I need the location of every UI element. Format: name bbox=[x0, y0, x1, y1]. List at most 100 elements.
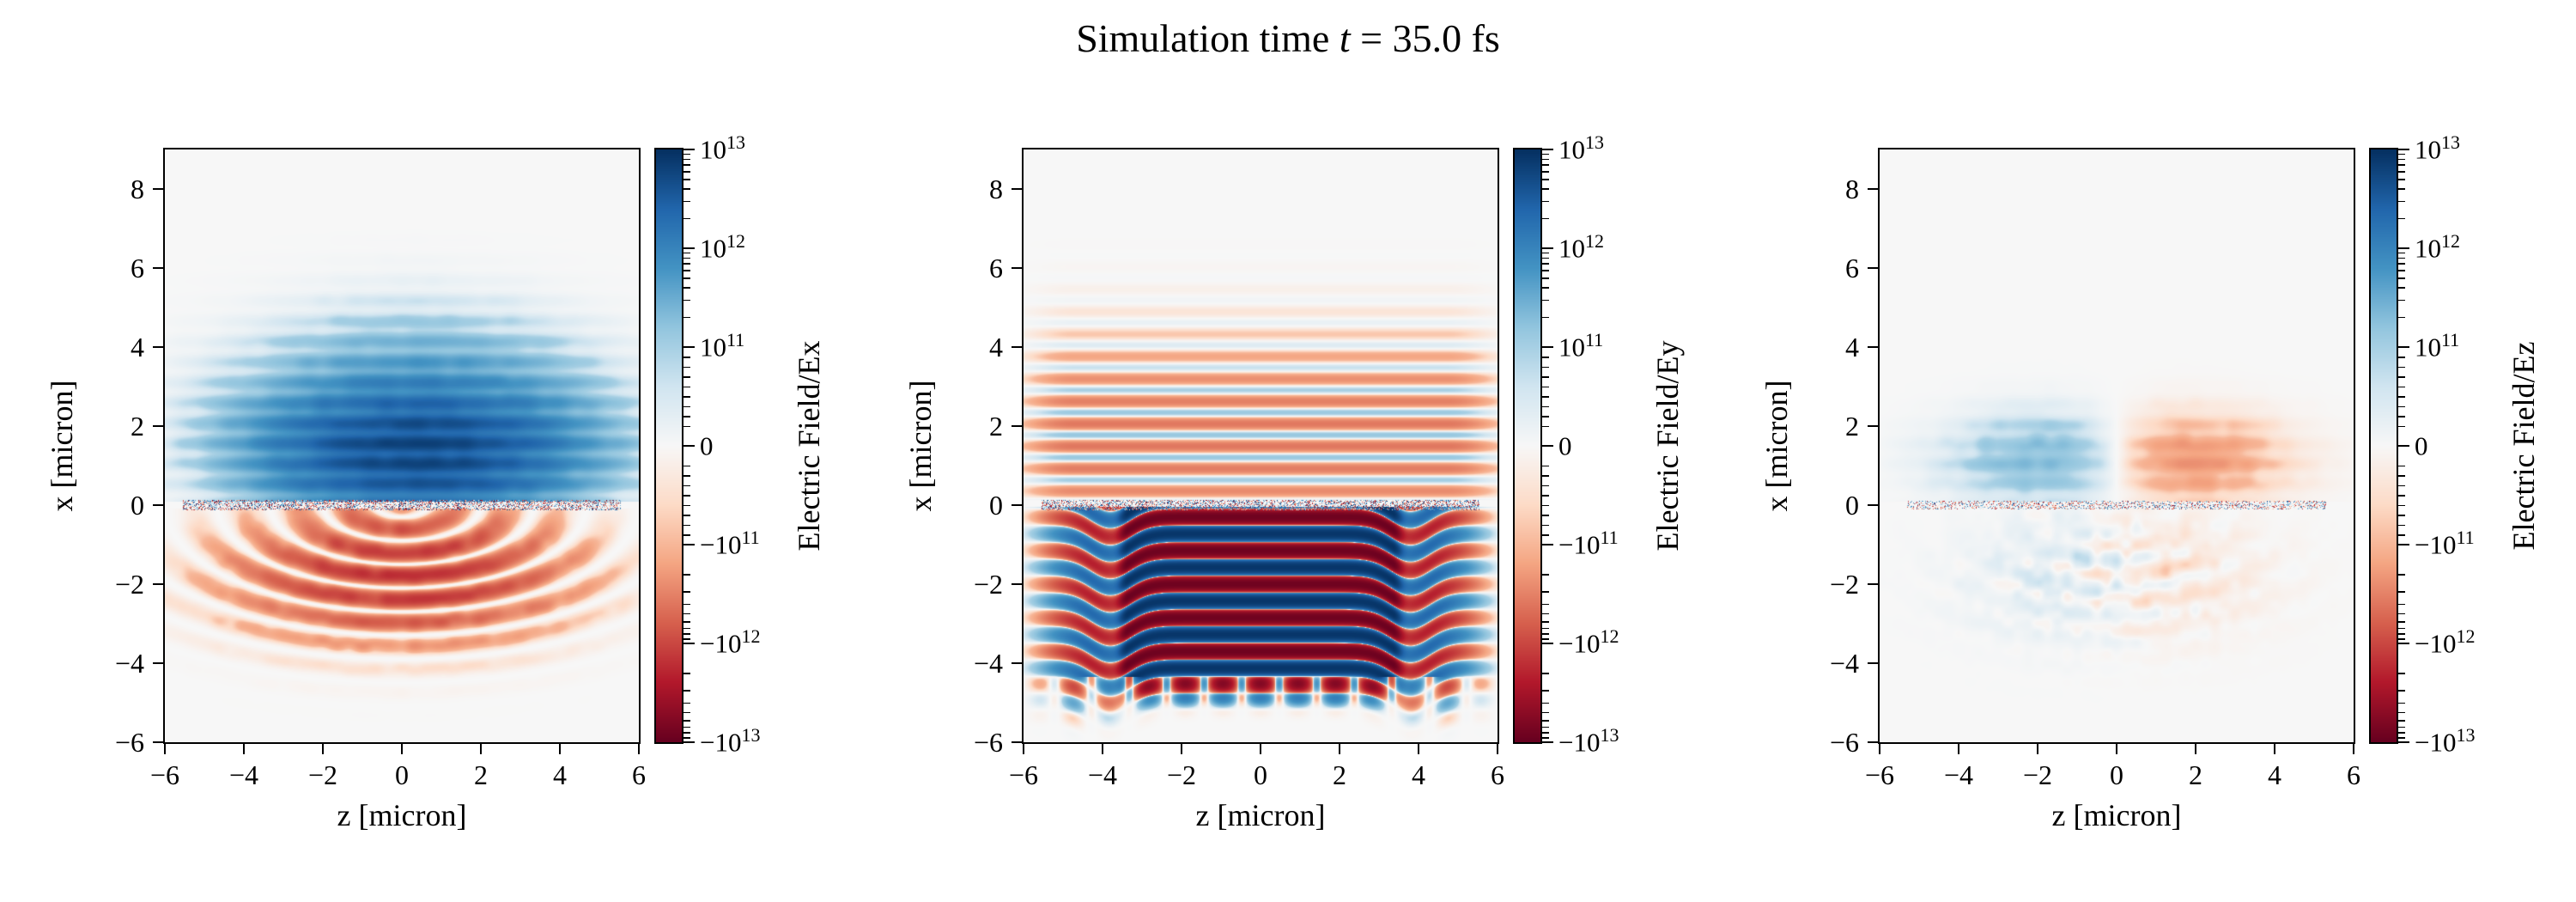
x-tick-label: −2 bbox=[1166, 759, 1197, 790]
colorbar-tick-label-exponent: 12 bbox=[2456, 625, 2476, 648]
colorbar-minor-tick bbox=[683, 299, 690, 302]
colorbar-tick-label-base: −10 bbox=[700, 727, 742, 758]
colorbar-tick bbox=[1542, 544, 1553, 545]
colorbar-minor-tick bbox=[1542, 465, 1549, 467]
colorbar-minor-tick bbox=[1542, 200, 1549, 203]
colorbar-minor-tick bbox=[2398, 726, 2405, 728]
title-variable: t bbox=[1339, 16, 1351, 60]
colorbar-outline bbox=[1513, 148, 1542, 744]
colorbar-minor-tick bbox=[1542, 376, 1549, 378]
colorbar-minor-tick bbox=[1542, 475, 1549, 477]
colorbar-minor-tick bbox=[683, 153, 690, 155]
colorbar-minor-tick bbox=[2398, 737, 2405, 739]
colorbar-minor-tick bbox=[1542, 299, 1549, 302]
colorbar-minor-tick bbox=[2398, 515, 2405, 516]
figure-title: Simulation time t = 35.0 fs bbox=[0, 15, 2576, 61]
x-tick-label: 0 bbox=[1254, 759, 1267, 790]
colorbar-minor-tick bbox=[1542, 357, 1549, 358]
colorbar-minor-tick bbox=[1542, 574, 1549, 576]
colorbar-minor-tick bbox=[1542, 524, 1549, 527]
colorbar-tick-label-exponent: 11 bbox=[2456, 527, 2475, 549]
colorbar-tick bbox=[683, 149, 695, 150]
colorbar-minor-tick bbox=[2398, 633, 2405, 635]
colorbar-minor-tick bbox=[1542, 153, 1549, 155]
colorbar-minor-tick bbox=[1542, 366, 1549, 369]
colorbar-minor-tick bbox=[2398, 673, 2405, 674]
colorbar-minor-tick bbox=[683, 200, 690, 203]
colorbar-minor-tick bbox=[1542, 719, 1549, 722]
x-axis-label: z [micron] bbox=[337, 798, 467, 832]
colorbar-minor-tick bbox=[2398, 425, 2405, 428]
colorbar-tick bbox=[683, 346, 695, 348]
colorbar-minor-tick bbox=[683, 515, 690, 516]
colorbar-minor-tick bbox=[1542, 263, 1549, 265]
y-tick bbox=[153, 425, 163, 427]
y-tick-label: −6 bbox=[114, 727, 144, 758]
x-tick bbox=[1102, 744, 1103, 754]
colorbar-tick-label-base: 10 bbox=[2415, 233, 2441, 264]
colorbar-tick bbox=[2398, 643, 2409, 644]
y-tick bbox=[1012, 425, 1022, 427]
colorbar-minor-tick bbox=[1542, 495, 1549, 497]
x-tick-label: 4 bbox=[1412, 759, 1425, 790]
y-tick bbox=[1868, 504, 1878, 506]
colorbar-tick-label: 1012 bbox=[1558, 232, 1604, 262]
y-tick bbox=[153, 662, 163, 664]
colorbar-minor-tick bbox=[1542, 633, 1549, 635]
colorbar-tick-label: −1013 bbox=[1558, 726, 1619, 756]
colorbar-minor-tick bbox=[1542, 396, 1549, 398]
colorbar-minor-tick bbox=[2398, 524, 2405, 527]
colorbar-minor-tick bbox=[1542, 277, 1549, 279]
axes-spines bbox=[1022, 148, 1499, 744]
colorbar-minor-tick bbox=[2398, 158, 2405, 161]
colorbar-tick-label-base: 0 bbox=[700, 430, 714, 461]
x-tick bbox=[2353, 744, 2354, 754]
colorbar-minor-tick bbox=[1542, 179, 1549, 180]
x-tick-label: −2 bbox=[307, 759, 338, 790]
colorbar-minor-tick bbox=[683, 386, 690, 388]
colorbar-minor-tick bbox=[683, 737, 690, 739]
y-tick-label: 4 bbox=[989, 332, 1003, 363]
colorbar-tick-label-exponent: 13 bbox=[1600, 724, 1619, 747]
colorbar-minor-tick bbox=[2398, 164, 2405, 166]
x-tick bbox=[1181, 744, 1182, 754]
heatmap-ey-canvas bbox=[1024, 149, 1498, 742]
colorbar-minor-tick bbox=[683, 425, 690, 428]
x-axis-label: z [micron] bbox=[2051, 798, 2182, 832]
colorbar-tick-label: 1011 bbox=[2415, 331, 2459, 361]
panel-ez: x [micron] z [micron] Electric Field/Ez … bbox=[1759, 0, 2576, 902]
y-tick-label: 6 bbox=[131, 253, 144, 283]
colorbar-tick-label-base: 10 bbox=[1558, 134, 1585, 165]
x-tick bbox=[559, 744, 561, 754]
colorbar-tick-label-base: 10 bbox=[700, 233, 726, 264]
colorbar-minor-tick bbox=[683, 726, 690, 728]
colorbar-ez-gradient bbox=[2371, 149, 2397, 742]
colorbar-minor-tick bbox=[1542, 188, 1549, 190]
colorbar-minor-tick bbox=[683, 316, 690, 319]
colorbar-minor-tick bbox=[2398, 277, 2405, 279]
heatmap-ex-canvas bbox=[165, 149, 639, 742]
colorbar-label: Electric Field/Ez bbox=[2506, 341, 2541, 551]
colorbar-tick-label: 1013 bbox=[2415, 133, 2460, 163]
colorbar-tick-label: −1011 bbox=[1558, 528, 1619, 558]
colorbar-tick-label: −1013 bbox=[700, 726, 760, 758]
colorbar-tick-label-base: −10 bbox=[2415, 727, 2457, 758]
x-tick-label: −4 bbox=[228, 759, 259, 790]
colorbar-minor-tick bbox=[2398, 627, 2405, 630]
colorbar-tick-label-base: 0 bbox=[1558, 430, 1572, 461]
colorbar-minor-tick bbox=[2398, 485, 2405, 487]
colorbar-minor-tick bbox=[2398, 603, 2405, 606]
x-tick-label: 4 bbox=[2268, 759, 2281, 790]
x-tick-label: 4 bbox=[553, 759, 567, 790]
y-tick bbox=[1868, 741, 1878, 743]
x-tick bbox=[1418, 744, 1419, 754]
y-tick bbox=[153, 741, 163, 743]
colorbar-minor-tick bbox=[683, 627, 690, 630]
colorbar-tick bbox=[683, 544, 695, 545]
colorbar-minor-tick bbox=[2398, 620, 2405, 623]
colorbar-minor-tick bbox=[1542, 316, 1549, 319]
colorbar-minor-tick bbox=[1542, 726, 1549, 728]
y-tick-label: 2 bbox=[1845, 411, 1859, 442]
colorbar-tick-label-exponent: 13 bbox=[2441, 131, 2460, 154]
